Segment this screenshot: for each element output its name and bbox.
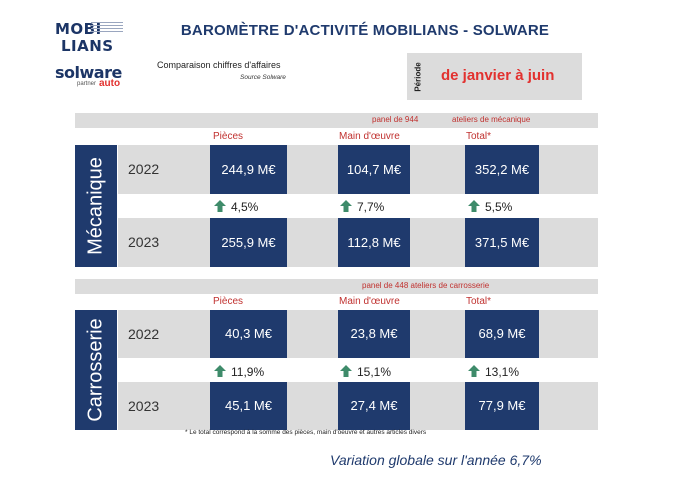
up-arrow-icon	[214, 200, 226, 212]
mecanique-2022-total: 352,2 M€	[465, 145, 539, 194]
carrosserie-col-pieces: Pièces	[213, 296, 244, 307]
mecanique-var-main-value: 7,7%	[357, 200, 385, 214]
carrosserie-2022-total: 68,9 M€	[465, 310, 539, 358]
mecanique-2023-main: 112,8 M€	[338, 218, 410, 267]
mecanique-panel-left: panel de 944	[372, 115, 419, 124]
solware-logo-partner: partner	[77, 81, 97, 87]
mecanique-panel-right: ateliers de mécanique	[452, 115, 531, 124]
carrosserie-var-total: 13,1%	[467, 364, 519, 379]
mecanique-var-total: 5,5%	[467, 199, 512, 214]
mecanique-year-2023: 2023	[128, 234, 160, 250]
carrosserie-year-2022: 2022	[128, 326, 160, 342]
carrosserie-side-label: Carrosserie	[75, 310, 117, 430]
mecanique-2022-main: 104,7 M€	[338, 145, 410, 194]
carrosserie-panel-text: panel de 448 ateliers de carrosserie	[362, 281, 490, 290]
carrosserie-var-total-value: 13,1%	[485, 365, 520, 379]
carrosserie-var-pieces-value: 11,9%	[231, 365, 265, 379]
mecanique-2023-total: 371,5 M€	[465, 218, 539, 267]
carrosserie-col-main: Main d'œuvre	[339, 296, 400, 307]
up-arrow-icon	[214, 365, 226, 377]
mecanique-var-pieces: 4,5%	[213, 199, 258, 214]
source-note: Source Solware	[240, 74, 286, 81]
periode-label-text: Période	[413, 61, 423, 92]
mobilians-logo-line2: LIANS	[61, 37, 114, 55]
mecanique-col-total: Total*	[466, 131, 492, 142]
carrosserie-col-total: Total*	[466, 296, 492, 307]
periode-label: Période	[407, 53, 429, 100]
carrosserie-var-main: 15,1%	[339, 364, 391, 379]
up-arrow-icon	[468, 200, 480, 212]
mecanique-col-main: Main d'œuvre	[339, 131, 400, 142]
up-arrow-icon	[468, 365, 480, 377]
carrosserie-2022-main: 23,8 M€	[338, 310, 410, 358]
total-footnote: * Le total correspond à la somme des piè…	[185, 429, 427, 436]
carrosserie-year-2023: 2023	[128, 398, 160, 414]
carrosserie-side-label-text: Carrosserie	[84, 318, 107, 422]
periode-box	[407, 53, 582, 100]
carrosserie-2023-main: 27,4 M€	[338, 382, 410, 430]
mecanique-var-pieces-value: 4,5%	[231, 200, 259, 214]
solware-logo-text: solware	[55, 63, 122, 82]
carrosserie-var-main-value: 15,1%	[357, 365, 392, 379]
solware-logo: solware partner auto	[55, 63, 125, 93]
periode-value: de janvier à juin	[441, 67, 555, 84]
mecanique-panel-bar	[75, 113, 598, 128]
mecanique-side-label-text: Mécanique	[84, 157, 107, 255]
mobilians-logo-line1: MOBI	[55, 20, 102, 38]
mecanique-year-2022: 2022	[128, 161, 160, 177]
mecanique-var-total-value: 5,5%	[485, 200, 513, 214]
mecanique-side-label: Mécanique	[75, 145, 117, 267]
carrosserie-2023-total: 77,9 M€	[465, 382, 539, 430]
carrosserie-2022-pieces: 40,3 M€	[210, 310, 287, 358]
solware-logo-auto: auto	[99, 78, 121, 89]
mecanique-2023-pieces: 255,9 M€	[210, 218, 287, 267]
mobilians-logo: MOBI LIANS	[55, 20, 125, 56]
up-arrow-icon	[340, 200, 352, 212]
mecanique-2022-pieces: 244,9 M€	[210, 145, 287, 194]
up-arrow-icon	[340, 365, 352, 377]
mecanique-var-main: 7,7%	[339, 199, 384, 214]
global-variation: Variation globale sur l'année 6,7%	[330, 452, 542, 468]
carrosserie-2023-pieces: 45,1 M€	[210, 382, 287, 430]
carrosserie-panel-bar	[75, 279, 598, 294]
mecanique-col-pieces: Pièces	[213, 131, 244, 142]
mobilians-logo-tagline-lines	[91, 22, 123, 23]
carrosserie-var-pieces: 11,9%	[213, 364, 264, 379]
page-subtitle: Comparaison chiffres d'affaires	[157, 60, 281, 70]
page-title: BAROMÈTRE D'ACTIVITÉ MOBILIANS - SOLWARE	[180, 22, 550, 39]
